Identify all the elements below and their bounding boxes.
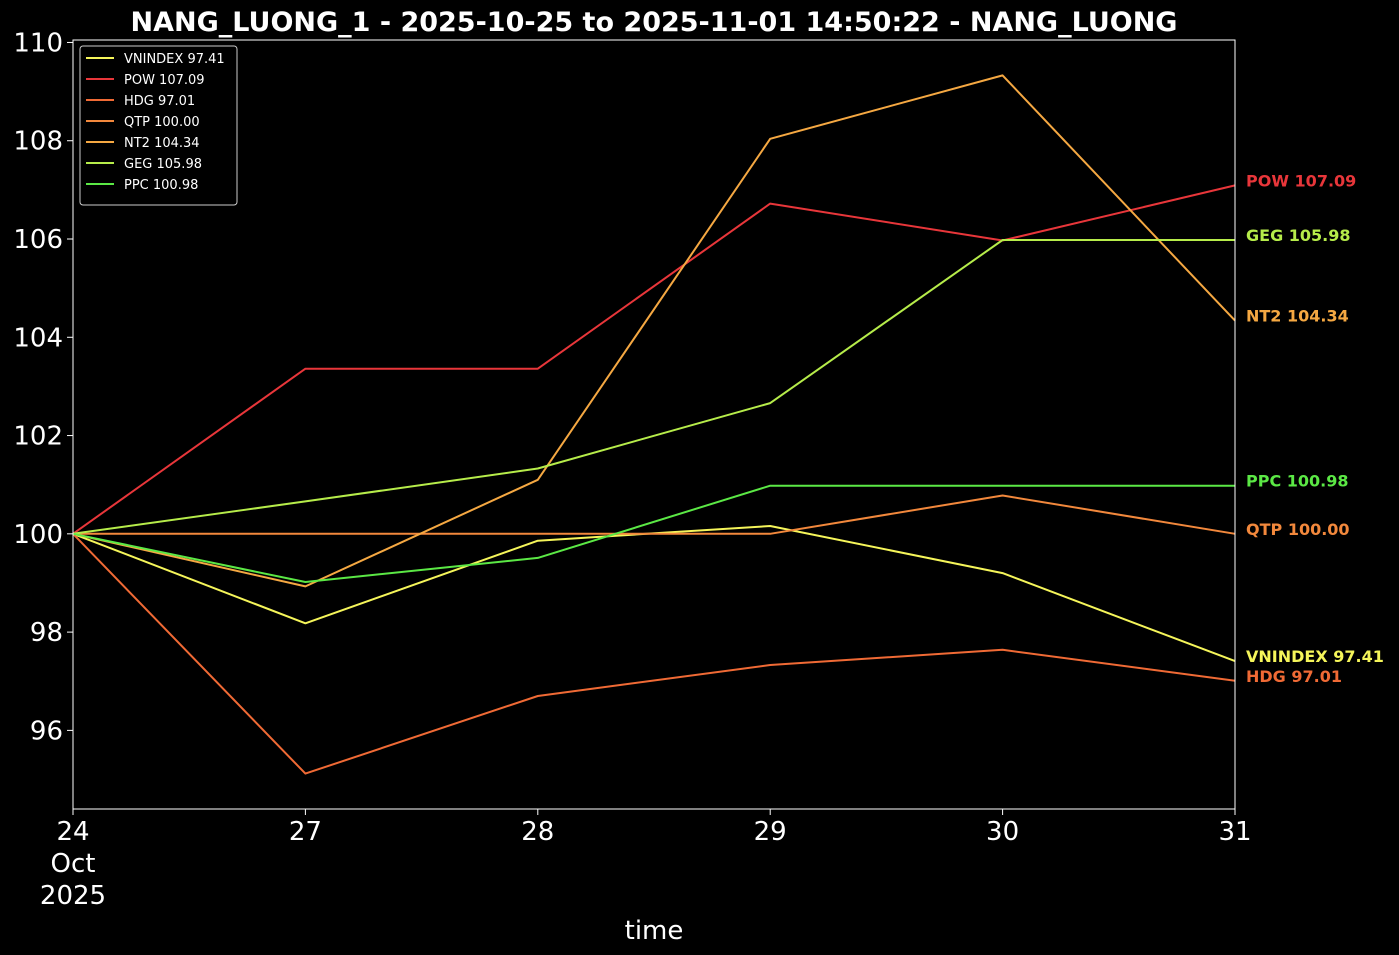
end-labels: POW 107.09 GEG 105.98 NT2 104.34 PPC 100.98… bbox=[1246, 171, 1384, 686]
series-line-nt2 bbox=[72, 74, 1236, 588]
x-tick-label: 28 bbox=[521, 817, 554, 847]
x-axis-label: time bbox=[625, 916, 684, 946]
y-tick-label: 96 bbox=[30, 716, 63, 746]
series-line-hdg bbox=[72, 533, 1236, 775]
end-label-hdg: HDG 97.01 bbox=[1246, 667, 1342, 686]
legend-entry-qtp: QTP 100.00 bbox=[124, 115, 200, 130]
series-line-ppc bbox=[72, 484, 1235, 583]
y-tick-label: 106 bbox=[13, 225, 63, 255]
x-tick-label: 2025 bbox=[40, 881, 106, 911]
y-tick-label: 98 bbox=[30, 618, 63, 648]
x-tick-label: 29 bbox=[754, 817, 787, 847]
x-tick-label: 31 bbox=[1218, 817, 1251, 847]
plot-frame bbox=[72, 39, 1236, 810]
end-label-ppc: PPC 100.98 bbox=[1246, 472, 1349, 491]
y-tick-label: 108 bbox=[13, 127, 63, 157]
legend-entry-ppc: PPC 100.98 bbox=[124, 178, 198, 193]
x-tick-label: Oct bbox=[51, 849, 96, 879]
legend-entry-pow: POW 107.09 bbox=[124, 73, 205, 88]
series-line-qtp bbox=[73, 494, 1236, 535]
chart-title: NANG_LUONG_1 - 2025-10-25 to 2025-11-01 … bbox=[131, 7, 1178, 38]
x-tick-label: 30 bbox=[986, 817, 1019, 847]
end-label-geg: GEG 105.98 bbox=[1246, 226, 1351, 245]
y-tick-label: 110 bbox=[13, 28, 63, 58]
legend: VNINDEX 97.41 POW 107.09 HDG 97.01 QTP 100.… bbox=[79, 45, 238, 206]
legend-entry-nt2: NT2 104.34 bbox=[124, 136, 200, 151]
legend-entry-vnindex: VNINDEX 97.41 bbox=[124, 52, 225, 67]
end-label-qtp: QTP 100.00 bbox=[1246, 520, 1350, 539]
legend-entry-geg: GEG 105.98 bbox=[124, 157, 202, 172]
x-tick-label: 27 bbox=[289, 817, 322, 847]
legend-entry-hdg: HDG 97.01 bbox=[124, 94, 195, 109]
y-tick-label: 100 bbox=[13, 520, 63, 550]
series-layer bbox=[72, 74, 1236, 775]
y-axis: 96 98 100 102 104 106 108 110 bbox=[13, 28, 73, 746]
series-line-pow bbox=[72, 184, 1236, 535]
end-label-nt2: NT2 104.34 bbox=[1246, 307, 1349, 326]
series-line-geg bbox=[72, 239, 1235, 535]
end-label-pow: POW 107.09 bbox=[1246, 171, 1356, 190]
x-tick-label: 24 bbox=[56, 817, 89, 847]
y-tick-label: 104 bbox=[13, 323, 63, 353]
end-label-vnindex: VNINDEX 97.41 bbox=[1246, 647, 1384, 666]
y-tick-label: 102 bbox=[13, 422, 63, 452]
legend-box bbox=[79, 45, 238, 206]
